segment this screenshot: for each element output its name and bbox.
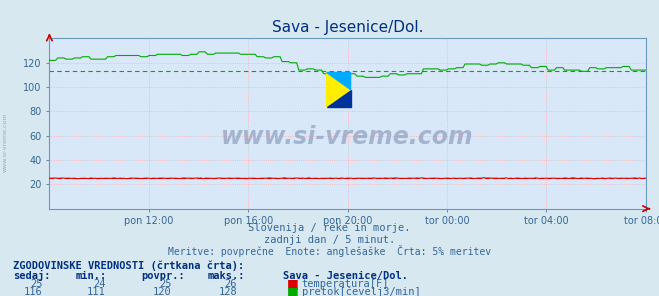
Text: ■: ■ xyxy=(287,285,299,296)
Text: min.:: min.: xyxy=(76,271,107,281)
Text: www.si-vreme.com: www.si-vreme.com xyxy=(221,125,474,149)
Polygon shape xyxy=(327,89,351,107)
Text: pretok[čevelj3/min]: pretok[čevelj3/min] xyxy=(302,286,420,296)
Text: maks.:: maks.: xyxy=(208,271,245,281)
Polygon shape xyxy=(327,73,351,107)
Polygon shape xyxy=(327,73,351,89)
Text: 25: 25 xyxy=(159,279,171,289)
Text: Sava - Jesenice/Dol.: Sava - Jesenice/Dol. xyxy=(283,271,409,281)
Text: ■: ■ xyxy=(287,277,299,290)
Text: povpr.:: povpr.: xyxy=(142,271,185,281)
Text: zadnji dan / 5 minut.: zadnji dan / 5 minut. xyxy=(264,235,395,245)
Text: 26: 26 xyxy=(225,279,237,289)
Title: Sava - Jesenice/Dol.: Sava - Jesenice/Dol. xyxy=(272,20,423,35)
Text: 24: 24 xyxy=(93,279,105,289)
Text: 116: 116 xyxy=(24,287,43,296)
Text: ZGODOVINSKE VREDNOSTI (črtkana črta):: ZGODOVINSKE VREDNOSTI (črtkana črta): xyxy=(13,260,244,271)
Text: www.si-vreme.com: www.si-vreme.com xyxy=(3,112,8,172)
Text: 111: 111 xyxy=(87,287,105,296)
Text: 120: 120 xyxy=(153,287,171,296)
Text: Slovenija / reke in morje.: Slovenija / reke in morje. xyxy=(248,223,411,234)
Text: sedaj:: sedaj: xyxy=(13,270,51,281)
Text: 25: 25 xyxy=(30,279,43,289)
Text: 128: 128 xyxy=(219,287,237,296)
Text: Meritve: povprečne  Enote: anglešaške  Črta: 5% meritev: Meritve: povprečne Enote: anglešaške Črt… xyxy=(168,245,491,257)
Text: temperatura[F]: temperatura[F] xyxy=(302,279,389,289)
